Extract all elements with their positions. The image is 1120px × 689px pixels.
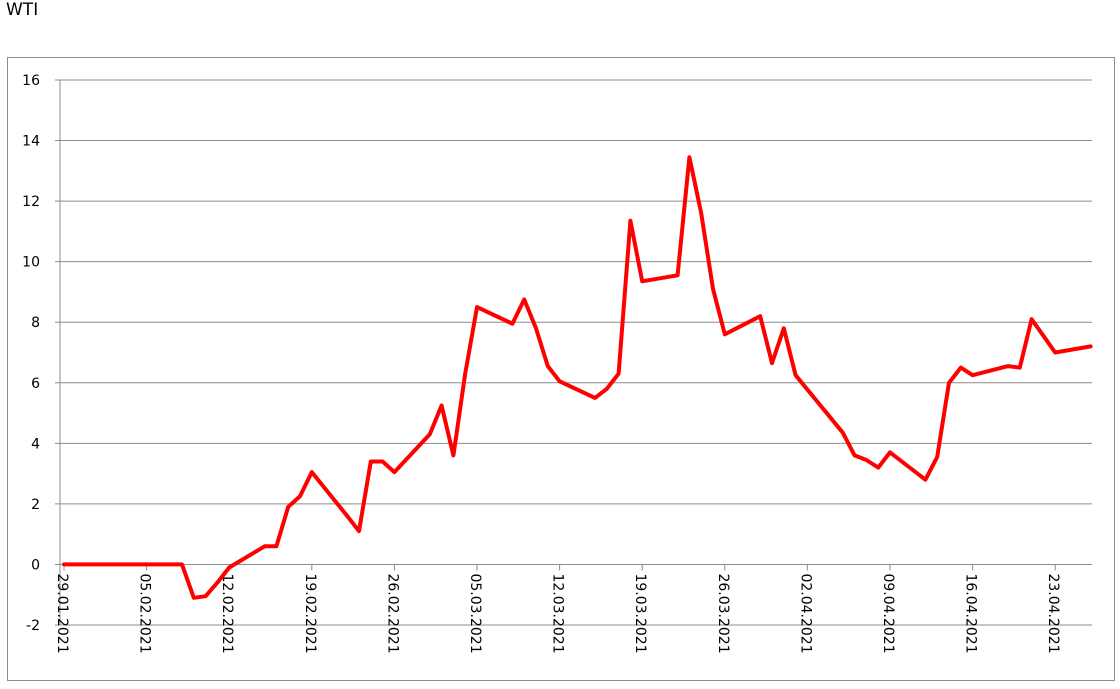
x-tick-label: 29.01.2021 [54, 573, 70, 653]
series-group [62, 155, 1093, 600]
x-tick-label: 16.04.2021 [963, 573, 979, 653]
page-title: WTI [6, 0, 39, 20]
y-tick-label: 12 [22, 194, 40, 210]
y-tick-label: 16 [22, 73, 40, 89]
y-tick-label: 2 [31, 497, 40, 513]
y-axis-ticks: -2 0 2 4 6 8 10 12 14 16 [22, 73, 60, 634]
y-tick-label: 10 [22, 255, 40, 271]
x-axis-ticks: 29.01.2021 05.02.2021 12.02.2021 19.02.2021… [54, 564, 1061, 654]
y-tick-label: 6 [31, 376, 40, 392]
x-tick-label: 26.02.2021 [384, 573, 400, 653]
y-tick-label: 14 [22, 134, 40, 150]
x-tick-label: 12.03.2021 [550, 573, 566, 653]
grid-lines [60, 79, 1092, 626]
axes [59, 80, 1092, 625]
x-tick-label: 12.02.2021 [219, 573, 235, 653]
y-tick-label: -2 [26, 618, 40, 634]
series-line [62, 155, 1093, 600]
y-tick-label: 0 [31, 557, 40, 573]
x-tick-label: 05.02.2021 [137, 573, 153, 653]
x-tick-label: 26.03.2021 [715, 573, 731, 653]
chart-frame [7, 57, 1115, 681]
x-tick-label: 23.04.2021 [1045, 573, 1061, 653]
y-tick-label: 8 [31, 315, 40, 331]
y-tick-label: 4 [31, 436, 40, 452]
x-tick-label: 19.03.2021 [632, 573, 648, 653]
x-tick-label: 09.04.2021 [880, 573, 896, 653]
x-tick-label: 02.04.2021 [797, 573, 813, 653]
x-tick-label: 19.02.2021 [302, 573, 318, 653]
x-tick-label: 05.03.2021 [467, 573, 483, 653]
